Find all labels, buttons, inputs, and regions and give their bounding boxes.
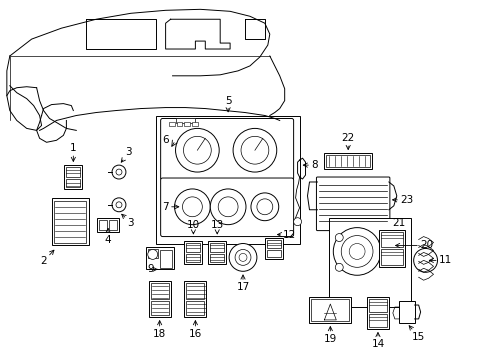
Bar	[186, 255, 200, 262]
Circle shape	[175, 129, 219, 172]
Bar	[66, 167, 80, 177]
Bar	[186, 243, 200, 252]
Bar	[264, 238, 282, 260]
Bar	[168, 122, 174, 126]
Circle shape	[218, 197, 238, 217]
Circle shape	[335, 234, 343, 242]
Bar	[186, 283, 204, 299]
Text: 18: 18	[153, 321, 166, 339]
Circle shape	[116, 169, 122, 175]
Circle shape	[235, 249, 250, 265]
Bar	[311, 299, 348, 321]
Bar	[176, 122, 182, 126]
Bar	[324, 153, 371, 169]
Bar	[145, 247, 173, 269]
Bar	[380, 249, 402, 265]
Text: 8: 8	[303, 160, 317, 170]
Bar	[186, 301, 204, 315]
Bar	[208, 240, 225, 264]
Circle shape	[256, 199, 272, 215]
Bar	[378, 230, 404, 267]
Bar	[97, 218, 119, 231]
Text: 2: 2	[40, 250, 54, 266]
Bar	[192, 122, 198, 126]
Circle shape	[182, 197, 202, 217]
Bar	[368, 299, 386, 312]
Text: 10: 10	[186, 220, 200, 234]
Bar	[184, 281, 206, 317]
Circle shape	[174, 189, 210, 225]
Bar	[368, 314, 386, 327]
Circle shape	[183, 136, 211, 164]
Text: 21: 21	[391, 218, 405, 228]
Text: 13: 13	[210, 220, 224, 234]
Circle shape	[348, 243, 365, 260]
Bar	[51, 198, 89, 246]
Bar	[398, 301, 414, 323]
Bar	[325, 155, 369, 167]
Circle shape	[333, 228, 380, 275]
FancyBboxPatch shape	[161, 118, 293, 180]
Circle shape	[112, 198, 126, 212]
Circle shape	[233, 129, 276, 172]
Circle shape	[293, 218, 301, 226]
Text: 11: 11	[428, 255, 451, 265]
Text: 15: 15	[408, 326, 425, 342]
Bar	[150, 283, 168, 299]
Circle shape	[112, 165, 126, 179]
Circle shape	[250, 193, 278, 221]
Bar	[155, 116, 299, 244]
Circle shape	[229, 243, 256, 271]
Bar	[148, 281, 170, 317]
Bar	[380, 231, 402, 247]
Text: 17: 17	[236, 275, 249, 292]
Text: 9: 9	[147, 264, 157, 274]
Bar	[309, 297, 350, 323]
Circle shape	[210, 189, 245, 225]
Text: 20: 20	[395, 240, 432, 251]
Text: 16: 16	[188, 321, 202, 339]
Text: 19: 19	[323, 327, 336, 344]
Text: 6: 6	[162, 135, 168, 145]
Bar	[328, 218, 410, 307]
Text: 5: 5	[224, 96, 231, 112]
Bar	[109, 220, 117, 230]
Bar	[54, 201, 86, 243]
Bar	[175, 118, 195, 123]
Bar	[99, 220, 107, 230]
Text: 12: 12	[277, 230, 296, 239]
Bar	[366, 297, 388, 329]
Text: 7: 7	[162, 202, 179, 212]
Bar	[160, 251, 171, 268]
Circle shape	[147, 249, 157, 260]
Text: 1: 1	[70, 143, 77, 161]
Bar	[210, 243, 224, 252]
Bar	[184, 240, 202, 264]
Bar	[147, 249, 157, 258]
Bar	[66, 179, 80, 187]
FancyBboxPatch shape	[316, 177, 389, 231]
Circle shape	[241, 136, 268, 164]
Circle shape	[116, 202, 122, 208]
Bar	[64, 165, 82, 189]
Bar	[210, 255, 224, 262]
Bar	[266, 239, 280, 248]
Circle shape	[239, 253, 246, 261]
Text: 3: 3	[121, 147, 132, 162]
Circle shape	[335, 264, 343, 271]
Text: 14: 14	[370, 333, 384, 349]
Circle shape	[341, 235, 372, 267]
Bar	[266, 251, 280, 257]
Text: 4: 4	[104, 228, 111, 244]
Bar	[150, 301, 168, 315]
Bar	[184, 122, 190, 126]
FancyBboxPatch shape	[161, 178, 293, 237]
Text: 23: 23	[392, 195, 412, 205]
Text: 3: 3	[122, 214, 134, 228]
Text: 22: 22	[341, 133, 354, 149]
